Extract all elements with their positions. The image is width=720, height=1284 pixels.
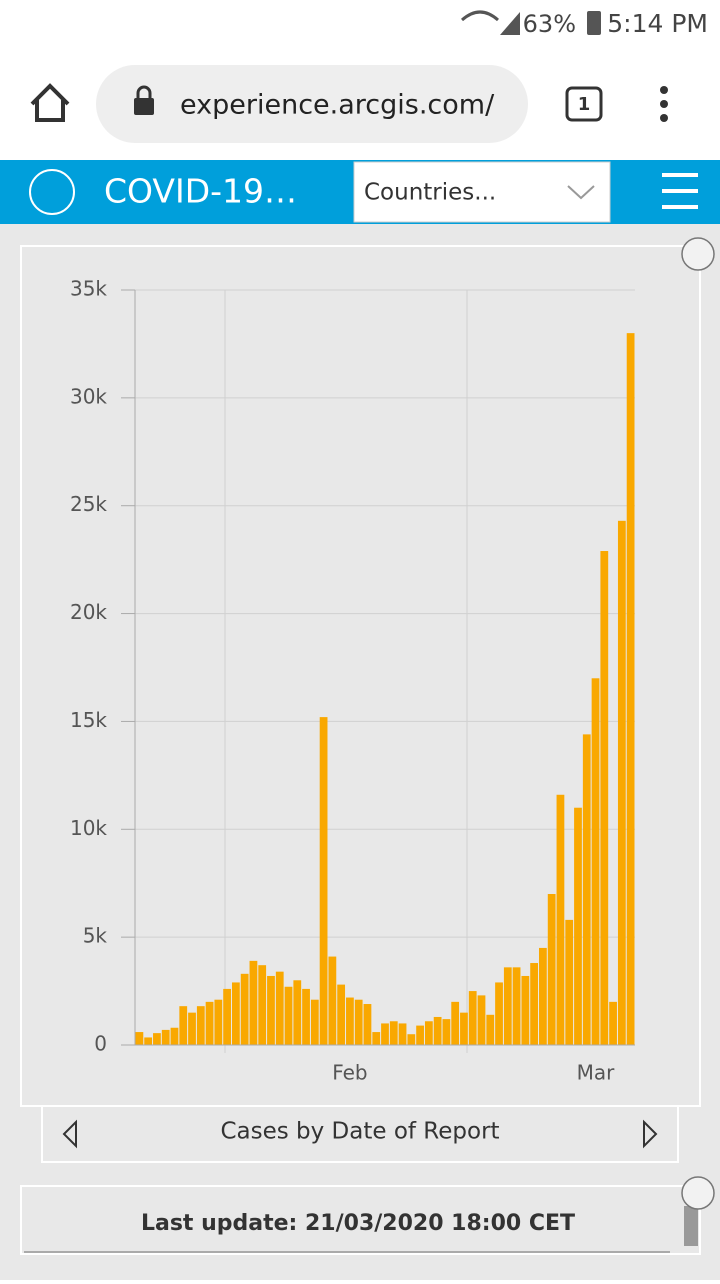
bar [460,1012,468,1045]
bar [319,717,328,1045]
bar [477,995,486,1045]
bar [591,678,600,1045]
bar [398,1023,407,1045]
bar [170,1027,179,1045]
y-tick-label: 15k [70,708,107,732]
bar [258,965,267,1045]
bar [451,1001,460,1045]
dropdown-arrow [567,185,595,200]
bar [249,960,258,1045]
tabs-count: 1 [578,94,591,115]
bar [521,975,530,1045]
bar [337,984,346,1045]
bar [600,551,609,1045]
bar [310,999,319,1045]
bar [626,333,635,1046]
bar [205,1001,214,1045]
y-tick-label: 25k [70,492,107,516]
url-clip: experience.arcgis.com/ [180,90,495,121]
bar [495,982,503,1045]
bar [381,1023,389,1045]
plot: 0 5k 10k 15k 20k 25k 30k 35k Feb Mar [70,277,635,1085]
bar [512,967,521,1045]
bar [363,1004,372,1045]
who-logo [29,169,75,215]
dropdown-text: Countries... [364,180,496,206]
y-tick-label: 5k [83,924,108,948]
bar [135,1032,144,1045]
country-dropdown[interactable] [353,161,611,223]
bar [346,997,354,1045]
wifi-icon [461,10,499,22]
battery-icon [587,11,601,35]
bar [617,520,626,1045]
x-tick-label: Mar [577,1061,616,1085]
signal-icon [500,12,520,35]
bar [433,1016,442,1045]
lock-icon [134,98,154,115]
hamburger-menu[interactable] [662,173,698,209]
url-bar[interactable] [96,65,528,143]
last-update: Last update: 21/03/2020 18:00 CET [141,1211,575,1236]
bar [503,967,512,1045]
bar [372,1032,381,1045]
chart-title: Cases by Date of Report [220,1119,499,1145]
y-tick-label: 30k [70,384,107,408]
bar [416,1025,424,1045]
y-tick-label: 0 [94,1032,107,1056]
bar [582,734,591,1045]
menu-button[interactable] [660,86,668,122]
expand-button[interactable] [681,1176,715,1210]
bar [153,1033,161,1045]
lock-shackle [136,85,152,98]
bar [468,991,477,1045]
bar [354,999,363,1045]
bar [293,980,302,1045]
chart-nav [41,1105,679,1163]
bar [530,963,539,1045]
bar [240,973,249,1045]
bar [188,1012,196,1045]
bar [267,975,275,1045]
bar [539,947,547,1045]
bar [284,986,293,1045]
bar [565,919,574,1045]
bar [328,956,337,1045]
bar [574,807,582,1045]
url: experience.arcgis.com/ [180,90,495,121]
app-title: COVID-19… [104,172,297,211]
bar [196,1006,205,1045]
y-tick-label: 20k [70,600,107,624]
expand-button[interactable] [681,237,715,271]
bar [161,1029,170,1045]
bar [424,1021,433,1045]
bar [556,794,565,1045]
bar [231,982,240,1045]
bar [486,1014,495,1045]
bar [214,999,223,1045]
y-tick-label: 35k [70,277,107,301]
prev-button[interactable] [62,1119,77,1149]
clock: 5:14 PM [607,9,708,38]
bar [275,971,284,1045]
bar [389,1021,398,1045]
bar [609,1001,617,1045]
bar [442,1019,451,1045]
tabs-button[interactable] [565,86,603,122]
footer-card [20,1185,701,1255]
bar [407,1034,416,1045]
home-button[interactable] [30,83,70,122]
bar [144,1037,153,1045]
y-tick-label: 10k [70,816,107,840]
scrollbar[interactable] [684,1206,698,1246]
next-button[interactable] [643,1119,658,1149]
bar [547,894,556,1045]
battery: 63% [523,10,576,38]
bar [302,988,310,1045]
bar [179,1006,188,1045]
bar [223,988,231,1045]
x-tick-label: Feb [332,1061,367,1085]
